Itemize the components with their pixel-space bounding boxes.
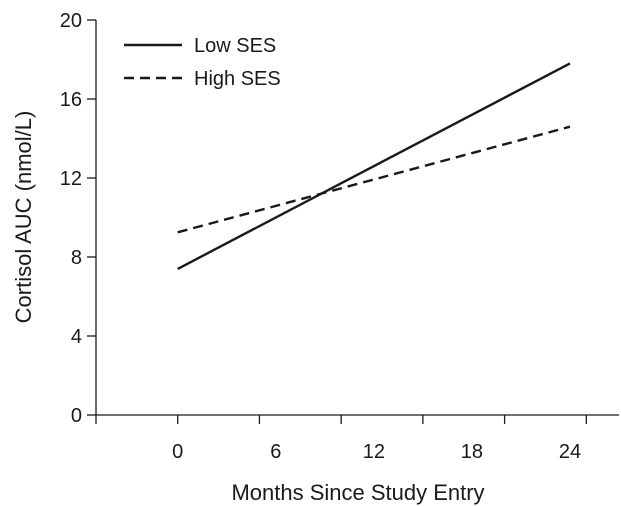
y-tick-label: 16 <box>60 89 82 111</box>
series <box>177 62 571 270</box>
y-tick-label: 4 <box>71 326 82 348</box>
y-ticks: 0 4 8 12 16 20 <box>60 10 96 427</box>
x-ticks: 0 6 12 18 24 <box>95 415 587 463</box>
axes <box>95 20 619 416</box>
x-tick-label: 12 <box>363 441 385 463</box>
y-axis-title: Cortisol AUC (nmol/L) <box>11 111 36 324</box>
legend-label: Low SES <box>194 35 276 57</box>
y-tick-label: 20 <box>60 10 82 32</box>
x-tick-label: 24 <box>559 441 581 463</box>
y-tick-label: 8 <box>71 247 82 269</box>
series-line-1 <box>177 125 571 234</box>
legend: Low SES High SES <box>124 35 281 90</box>
y-tick-label: 0 <box>71 405 82 427</box>
series-line-0 <box>177 62 571 270</box>
x-axis-title: Months Since Study Entry <box>231 480 484 505</box>
legend-label: High SES <box>194 68 281 90</box>
y-tick-label: 12 <box>60 168 82 190</box>
x-tick-label: 6 <box>270 441 281 463</box>
x-tick-label: 18 <box>461 441 483 463</box>
x-tick-label: 0 <box>172 441 183 463</box>
